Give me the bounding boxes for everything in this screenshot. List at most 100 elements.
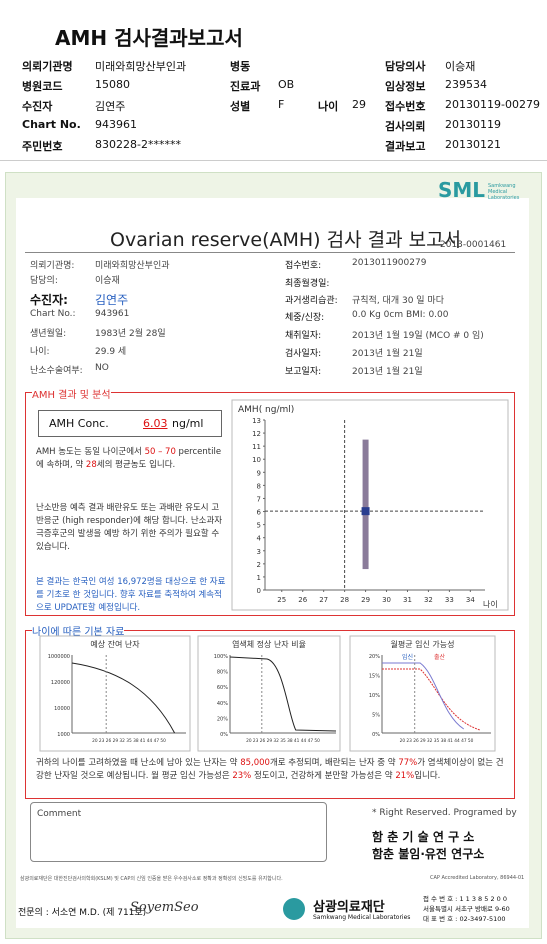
- y-tick-label: 10%: [369, 693, 380, 699]
- text-segment: 28: [85, 460, 97, 470]
- report-title: Ovarian reserve(AMH) 검사 결과 보고서: [110, 229, 462, 251]
- x-tick-label: 33: [445, 596, 454, 604]
- cert: 삼광의료재단은 대한진단검사의학회(KSLM) 및 CAP의 신임 인증을 받은…: [20, 876, 283, 882]
- field-label: 접수번호: [385, 100, 426, 113]
- curve: [382, 662, 465, 730]
- comment-box: Comment: [30, 802, 327, 862]
- chart-frame: [231, 399, 509, 611]
- info-label: 담당의:: [30, 276, 58, 286]
- text-segment: 21%: [395, 771, 415, 781]
- x-axis-title: 나이: [483, 599, 498, 609]
- info-label: 보고일자:: [285, 367, 322, 377]
- y-tick-label: 40%: [217, 701, 228, 707]
- y-tick-label: 20%: [369, 654, 380, 660]
- info-value: 2013011900279: [352, 258, 427, 268]
- text-segment: 가 염색체이상이 없는 건강한 난자일 것으로 예상됩니다. 월 평균 임신 가…: [36, 758, 504, 781]
- field-value: 미래와희망산부인과: [95, 60, 187, 73]
- y-tick-label: 120000: [51, 680, 70, 686]
- lab2: 함춘 불임·유전 연구소: [372, 847, 485, 861]
- foundation-logo: [283, 898, 305, 920]
- analysis-title: AMH 결과 및 분석: [32, 386, 111, 401]
- y-tick-label: 8: [257, 482, 261, 490]
- x-tick-label: 31: [403, 596, 412, 604]
- field-label: 주민번호: [22, 140, 63, 153]
- range-bar: [362, 439, 369, 570]
- field-label: 병동: [230, 60, 251, 73]
- info-value: 규칙적, 대개 30 일 마다: [352, 296, 444, 306]
- divider: [0, 160, 547, 161]
- field-label: 진료과: [230, 80, 261, 93]
- foundation: 삼광의료재단: [313, 900, 385, 915]
- mini-title: 염색체 정상 난자 비율: [232, 639, 306, 649]
- text-segment: percentile에 속하며, 약: [36, 447, 222, 470]
- conc-unit: ng/ml: [172, 417, 204, 430]
- info-label: 채취일자:: [285, 331, 322, 341]
- mini-frame: [349, 635, 496, 752]
- curve: [229, 656, 337, 732]
- info-label: 생년월일:: [30, 329, 67, 339]
- field-label: 검사의뢰: [385, 120, 426, 133]
- field-label: 의뢰기관명: [22, 60, 73, 73]
- mini-title: 예상 잔여 난자: [90, 639, 140, 649]
- y-tick-label: 10: [252, 456, 261, 464]
- comment-label: Comment: [37, 809, 82, 819]
- field-label: 나이: [318, 100, 339, 113]
- signature: SoyemSeo: [130, 900, 199, 915]
- info-label: 수진자:: [30, 293, 68, 307]
- report-card: [5, 172, 542, 939]
- y-tick-label: 60%: [217, 685, 228, 691]
- logo-sub: Samkwang Medical Laboratories: [488, 183, 520, 201]
- y-tick-label: 10000: [54, 706, 70, 712]
- y-tick-label: 7: [257, 495, 261, 503]
- text-segment: 세의 평균농도 입니다.: [96, 460, 176, 470]
- x-tick-label: 30: [382, 596, 391, 604]
- info-label: 나이:: [30, 347, 50, 357]
- info-label: 난소수술여부:: [30, 366, 83, 376]
- field-value: 이승재: [445, 60, 476, 73]
- x-tick-label: 20 23 26 29 32 35 38 41 44 47 50: [92, 738, 166, 744]
- credit: * Right Reserved. Programed by: [372, 808, 517, 818]
- y-tick-label: 0: [257, 587, 261, 595]
- report-inner: [16, 198, 529, 928]
- info-label: 체중/신장:: [285, 313, 325, 323]
- basics-box: [25, 630, 515, 799]
- field-label: Chart No.: [22, 118, 81, 131]
- text-segment: AMH 농도는 동일 나이군에서: [36, 447, 145, 457]
- y-tick-label: 2: [257, 561, 261, 569]
- field-value: 943961: [95, 118, 137, 131]
- y-tick-label: 3: [257, 548, 261, 556]
- y-tick-label: 5%: [372, 713, 380, 719]
- info-value: 0.0 Kg 0cm BMI: 0.00: [352, 310, 449, 320]
- info-value: 2013년 1월 19일 (MCO # 0 임): [352, 331, 484, 341]
- info-value: 1983년 2월 28일: [95, 329, 166, 339]
- legend: 출산: [434, 653, 446, 661]
- info-value: 943961: [95, 309, 130, 319]
- text-segment: 50 – 70: [144, 447, 176, 457]
- y-tick-label: 13: [252, 417, 261, 425]
- field-label: 수진자: [22, 100, 53, 113]
- info-value: 2013년 1월 21일: [352, 367, 423, 377]
- x-tick-label: 29: [361, 596, 370, 604]
- summary: 귀하의 나이를 고려하였을 때 난소에 남아 있는 난자는 약 85,000개로…: [36, 757, 508, 783]
- doctor: 전문의 : 서소연 M.D. (제 711호): [18, 908, 147, 918]
- info-value: 미래와희망산부인과: [95, 261, 170, 271]
- y-tick-label: 1000000: [48, 654, 70, 660]
- y-tick-label: 4: [257, 535, 262, 543]
- text-segment: 입니다.: [414, 771, 441, 781]
- analysis-p1: AMH 농도는 동일 나이군에서 50 – 70 percentile에 속하며…: [36, 446, 226, 472]
- field-value: 20130119: [445, 118, 501, 131]
- rule: [25, 252, 515, 253]
- lab1: 함 춘 기 술 연 구 소: [372, 830, 475, 844]
- cap: CAP Accredited Laboratory, 86944-01: [430, 875, 525, 881]
- conc-label: AMH Conc.: [49, 417, 109, 430]
- text-segment: 23%: [232, 771, 252, 781]
- field-label: 임상정보: [385, 80, 426, 93]
- field-value: 830228-2******: [95, 138, 181, 151]
- contact-line: 접 수 번 호 : 1 1 3 8 5 2 0 0: [423, 895, 507, 903]
- mini-title: 월평균 임신 가능성: [391, 639, 455, 649]
- info-value: 김연주: [95, 293, 129, 307]
- y-tick-label: 20%: [217, 716, 228, 722]
- info-label: 과거생리습관:: [285, 296, 338, 306]
